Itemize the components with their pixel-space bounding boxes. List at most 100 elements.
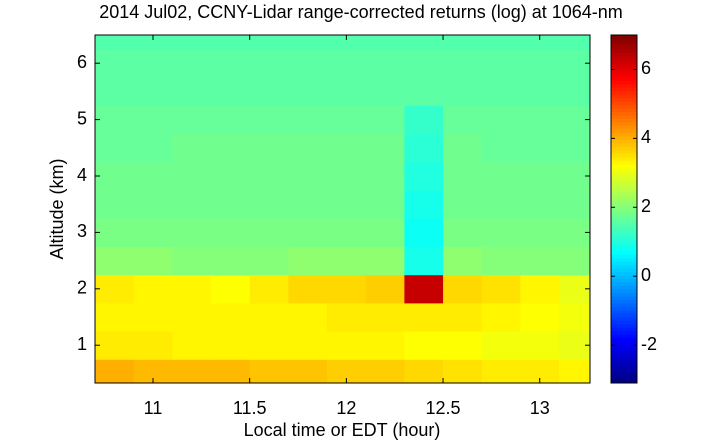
- y-axis-label: Altitude (km): [47, 158, 67, 259]
- colorbar-swatch: [611, 122, 637, 126]
- colorbar-swatch: [611, 240, 637, 245]
- heatmap-cell: [288, 218, 328, 248]
- heatmap-cell: [172, 77, 212, 107]
- colorbar-swatch: [611, 233, 637, 238]
- colorbar-swatch: [611, 128, 637, 133]
- heatmap-cell: [211, 218, 251, 248]
- colorbar-swatch: [611, 156, 637, 161]
- colorbar-swatch: [611, 38, 637, 43]
- heatmap-cell: [404, 161, 444, 191]
- heatmap-cell: [404, 359, 444, 384]
- colorbar-swatch: [611, 62, 637, 67]
- heatmap-cell: [95, 35, 135, 50]
- colorbar-swatch: [611, 142, 637, 147]
- colorbar-swatch: [611, 313, 637, 318]
- colorbar-tick-label: 6: [641, 58, 651, 78]
- colorbar-swatch: [611, 139, 637, 144]
- heatmap-cell: [481, 331, 521, 360]
- heatmap-cell: [133, 77, 173, 107]
- heatmap-cell: [404, 105, 444, 135]
- colorbar-swatch: [611, 59, 637, 64]
- colorbar-swatch: [611, 45, 637, 50]
- heatmap-cell: [172, 35, 212, 50]
- heatmap-cell: [481, 35, 521, 50]
- colorbar-swatch: [611, 111, 637, 116]
- heatmap-cell: [327, 105, 367, 135]
- heatmap-cell: [481, 302, 521, 332]
- heatmap-cell: [559, 133, 591, 163]
- colorbar-swatch: [611, 219, 637, 224]
- heatmap-cell: [249, 105, 289, 135]
- heatmap-cell: [481, 190, 521, 219]
- heatmap-cell: [404, 302, 444, 332]
- colorbar-swatch: [611, 285, 637, 290]
- heatmap-cell: [481, 49, 521, 78]
- heatmap-cell: [404, 49, 444, 78]
- colorbar-swatch: [611, 243, 637, 248]
- heatmap-cell: [327, 190, 367, 219]
- heatmap-cell: [133, 190, 173, 219]
- colorbar-swatch: [611, 90, 637, 95]
- heatmap-cell: [481, 218, 521, 248]
- y-tick-label: 1: [77, 334, 87, 354]
- colorbar-swatch: [611, 358, 637, 363]
- heatmap-cell: [249, 331, 289, 360]
- heatmap-cell: [365, 133, 405, 163]
- x-tick-label: 11.5: [233, 398, 267, 418]
- colorbar-swatch: [611, 35, 637, 39]
- colorbar-swatch: [611, 222, 637, 227]
- colorbar-swatch: [611, 292, 637, 297]
- colorbar-swatch: [611, 181, 637, 186]
- colorbar-swatch: [611, 275, 637, 280]
- heatmap-cell: [211, 331, 251, 360]
- heatmap-cell: [288, 49, 328, 78]
- colorbar-swatch: [611, 254, 637, 259]
- heatmap-cell: [172, 161, 212, 191]
- heatmap-cell: [172, 190, 212, 219]
- colorbar-swatch: [611, 195, 637, 200]
- heatmap-cell: [95, 218, 135, 248]
- colorbar-swatch: [611, 170, 637, 175]
- colorbar-swatch: [611, 309, 637, 314]
- heatmap-cell: [365, 77, 405, 107]
- heatmap-cell: [172, 105, 212, 135]
- colorbar-swatch: [611, 372, 637, 377]
- heatmap-cell: [95, 161, 135, 191]
- x-tick-label: 13: [530, 398, 550, 418]
- colorbar-tick-label: -2: [641, 334, 657, 354]
- heatmap-cell: [559, 246, 591, 276]
- colorbar-swatch: [611, 202, 637, 207]
- heatmap-cell: [211, 105, 251, 135]
- heatmap-cell: [172, 274, 212, 304]
- heatmap-cell: [211, 77, 251, 107]
- heatmap-cell: [365, 359, 405, 384]
- heatmap-cell: [288, 246, 328, 276]
- colorbar-swatch: [611, 125, 637, 130]
- heatmap-cell: [404, 35, 444, 50]
- heatmap-cell: [249, 190, 289, 219]
- heatmap-cell: [443, 274, 483, 304]
- colorbar-swatch: [611, 66, 637, 71]
- heatmap-cell: [249, 274, 289, 304]
- heatmap-cell: [404, 331, 444, 360]
- heatmap-cell: [520, 274, 560, 304]
- colorbar-swatch: [611, 250, 637, 255]
- colorbar-swatch: [611, 108, 637, 113]
- y-tick-label: 6: [77, 52, 87, 72]
- colorbar-swatch: [611, 191, 637, 196]
- heatmap-cell: [288, 133, 328, 163]
- colorbar-tick-label: 0: [641, 265, 651, 285]
- colorbar-swatch: [611, 323, 637, 328]
- heatmap-cell: [520, 77, 560, 107]
- colorbar-swatch: [611, 296, 637, 300]
- x-axis-label: Local time or EDT (hour): [244, 420, 441, 440]
- colorbar-swatch: [611, 268, 637, 273]
- colorbar-swatch: [611, 215, 637, 220]
- colorbar-swatch: [611, 118, 637, 123]
- colorbar-tick-label: 4: [641, 127, 651, 147]
- colorbar-swatch: [611, 205, 637, 210]
- colorbar-swatch: [611, 351, 637, 356]
- colorbar-swatch: [611, 163, 637, 168]
- heatmap-cell: [520, 190, 560, 219]
- colorbar-swatch: [611, 316, 637, 321]
